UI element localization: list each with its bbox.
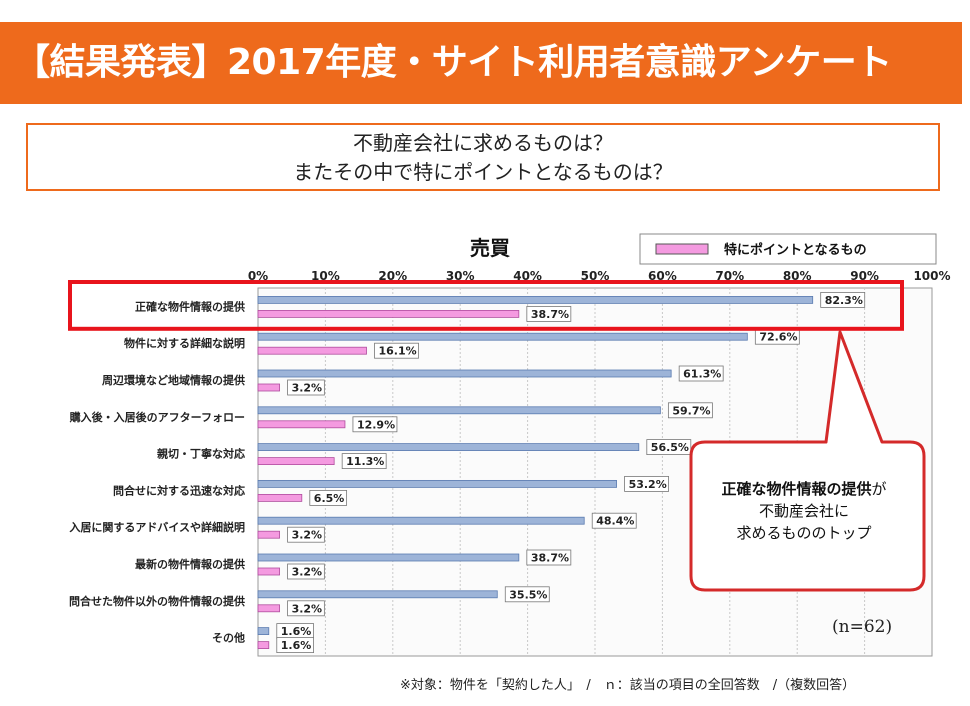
data-label: 11.3% (346, 455, 384, 468)
data-label: 56.5% (651, 441, 689, 454)
category-label: 正確な物件情報の提供 (135, 299, 245, 313)
callout-line-3: 求めるもののトップ (686, 522, 922, 544)
bar-key-point (258, 642, 269, 649)
bar-overall (258, 480, 617, 487)
bar-key-point (258, 310, 519, 317)
data-label: 3.2% (292, 382, 323, 395)
bar-key-point (258, 384, 280, 391)
callout-line-2: 不動産会社に (686, 500, 922, 522)
bar-key-point (258, 531, 280, 538)
bar-overall (258, 296, 813, 303)
category-label: 周辺環境など地域情報の提供 (102, 373, 245, 387)
sample-size-label: (n=62) (832, 617, 892, 637)
bar-key-point (258, 421, 345, 428)
bar-overall (258, 370, 671, 377)
data-label: 48.4% (596, 515, 634, 528)
chart-title: 売買 (470, 236, 510, 260)
title-bar: 【結果発表】2017年度・サイト利用者意識アンケート (0, 22, 962, 104)
data-label: 16.1% (379, 345, 417, 358)
category-label: 問合せた物件以外の物件情報の提供 (69, 594, 245, 608)
callout-tail-text: が (872, 480, 887, 498)
bar-chart: 0% 10% 20% 30% 40% 50% 60% 70% 80% 90% 100% 売買 特にポイン… (0, 220, 970, 660)
data-label: 38.7% (531, 308, 569, 321)
legend-swatch (656, 244, 708, 254)
bar-overall (258, 628, 269, 635)
category-label: 問合せに対する迅速な対応 (113, 483, 245, 497)
bar-overall (258, 333, 747, 340)
category-label: 最新の物件情報の提供 (135, 557, 245, 571)
data-label: 3.2% (292, 529, 323, 542)
question-line-2: またその中で特にポイントとなるものは？ (28, 158, 938, 187)
data-label: 61.3% (683, 368, 721, 381)
page-title: 【結果発表】2017年度・サイト利用者意識アンケート (14, 22, 892, 104)
category-label: 物件に対する詳細な説明 (124, 336, 245, 350)
category-label: 入居に関するアドバイスや詳細説明 (69, 520, 245, 534)
data-label: 6.5% (314, 492, 345, 505)
data-label: 82.3% (825, 294, 863, 307)
chart-area: 0% 10% 20% 30% 40% 50% 60% 70% 80% 90% 100% 売買 特にポイン… (0, 220, 970, 660)
bar-key-point (258, 605, 280, 612)
category-label: その他 (212, 631, 245, 645)
bar-overall (258, 407, 660, 414)
data-label: 3.2% (292, 602, 323, 615)
footnote: ※対象：物件を「契約した人」 / ｎ：該当の項目の全回答数 /（複数回答） (400, 674, 855, 693)
bar-key-point (258, 458, 334, 465)
callout-bold-text: 正確な物件情報の提供 (721, 480, 871, 498)
x-tick-label: 100% (913, 269, 950, 283)
bar-key-point (258, 347, 367, 354)
chart-svg: 0% 10% 20% 30% 40% 50% 60% 70% 80% 90% 100%売買 特にポイン… (0, 220, 970, 660)
data-label: 1.6% (281, 625, 312, 638)
data-label: 38.7% (531, 552, 569, 565)
bar-overall (258, 444, 639, 451)
data-label: 72.6% (759, 331, 797, 344)
bar-overall (258, 554, 519, 561)
data-label: 35.5% (509, 588, 547, 601)
legend-label: 特にポイントとなるもの (724, 242, 867, 258)
callout-text: 正確な物件情報の提供が 不動産会社に 求めるもののトップ (686, 478, 922, 544)
data-label: 1.6% (281, 639, 312, 652)
category-label: 親切・丁寧な対応 (157, 447, 245, 461)
bar-overall (258, 517, 584, 524)
data-label: 59.7% (672, 404, 710, 417)
data-label: 12.9% (357, 418, 395, 431)
category-label: 購入後・入居後のアフターフォロー (69, 410, 245, 424)
question-box: 不動産会社に求めるものは？ またその中で特にポイントとなるものは？ (26, 123, 940, 191)
data-label: 53.2% (629, 478, 667, 491)
bar-overall (258, 591, 497, 598)
question-line-1: 不動産会社に求めるものは？ (28, 129, 938, 158)
bar-key-point (258, 568, 280, 575)
bar-key-point (258, 494, 302, 501)
data-label: 3.2% (292, 566, 323, 579)
